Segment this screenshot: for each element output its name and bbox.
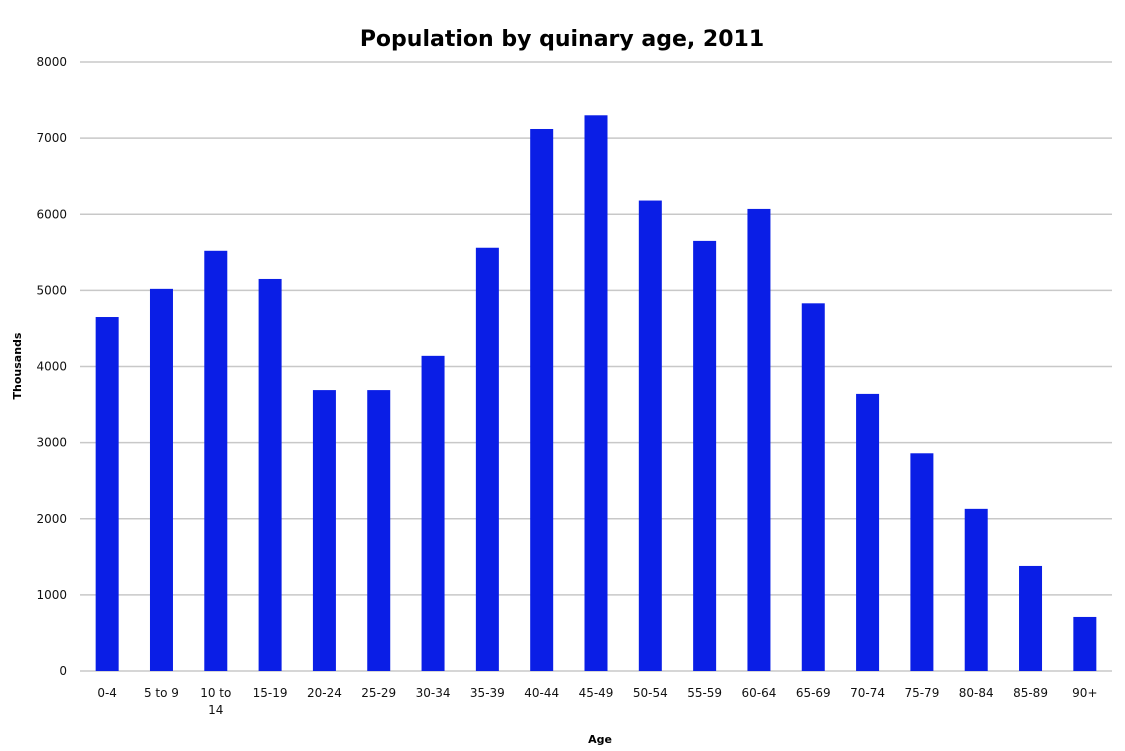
bar <box>638 200 662 672</box>
bar <box>312 390 336 671</box>
bars <box>95 115 1097 672</box>
x-tick-label: 40-44 <box>524 686 559 700</box>
bar <box>584 115 608 672</box>
x-tick-label: 30-34 <box>416 686 451 700</box>
bar <box>204 250 228 672</box>
y-tick-label: 5000 <box>36 283 67 297</box>
x-tick-label: 20-24 <box>307 686 342 700</box>
x-tick-label: 75-79 <box>904 686 939 700</box>
bar <box>258 278 282 671</box>
y-tick-label: 6000 <box>36 207 67 221</box>
x-tick-label: 15-19 <box>253 686 288 700</box>
x-tick-label: 85-89 <box>1013 686 1048 700</box>
x-tick-label: 70-74 <box>850 686 885 700</box>
bar <box>1019 565 1043 671</box>
x-tick-label: 60-64 <box>742 686 777 700</box>
x-tick-label: 35-39 <box>470 686 505 700</box>
bar <box>475 247 499 671</box>
y-tick-label: 0 <box>59 664 67 678</box>
bar <box>1073 616 1097 671</box>
y-axis-title: Thousands <box>11 332 24 399</box>
y-tick-label: 1000 <box>36 588 67 602</box>
bar <box>801 303 825 671</box>
y-tick-label: 2000 <box>36 512 67 526</box>
bar <box>95 317 119 671</box>
y-tick-label: 4000 <box>36 360 67 374</box>
x-axis-title: Age <box>588 733 612 746</box>
bar <box>910 453 934 671</box>
bar <box>149 288 173 671</box>
x-tick-label: 0-4 <box>97 686 117 700</box>
bar <box>421 355 445 671</box>
x-tick-label: 90+ <box>1072 686 1097 700</box>
chart-title: Population by quinary age, 2011 <box>360 27 764 52</box>
x-tick-label: 10 to 14 <box>200 686 231 717</box>
bar <box>530 128 554 672</box>
x-tick-label: 50-54 <box>633 686 668 700</box>
x-tick-label: 45-49 <box>579 686 614 700</box>
y-tick-label: 8000 <box>36 55 67 69</box>
x-tick-label: 55-59 <box>687 686 722 700</box>
y-axis-ticks: 0 1000 2000 3000 4000 5000 6000 7000 8000 <box>36 55 67 678</box>
bar <box>856 393 880 671</box>
bar <box>693 240 717 672</box>
y-tick-label: 7000 <box>36 131 67 145</box>
bar <box>367 390 391 671</box>
x-tick-label: 5 to 9 <box>144 686 179 700</box>
x-tick-label: 25-29 <box>361 686 396 700</box>
y-tick-label: 3000 <box>36 436 67 450</box>
x-axis-ticks: 0-4 5 to 9 10 to 14 15-19 20-24 25-29 30-34 35-3… <box>97 686 1097 717</box>
bar <box>964 508 988 671</box>
x-tick-label: 65-69 <box>796 686 831 700</box>
x-tick-label: 80-84 <box>959 686 994 700</box>
bar <box>747 208 771 671</box>
